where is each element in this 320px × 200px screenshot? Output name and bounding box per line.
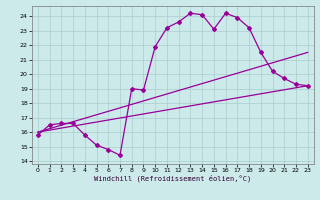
- X-axis label: Windchill (Refroidissement éolien,°C): Windchill (Refroidissement éolien,°C): [94, 175, 252, 182]
